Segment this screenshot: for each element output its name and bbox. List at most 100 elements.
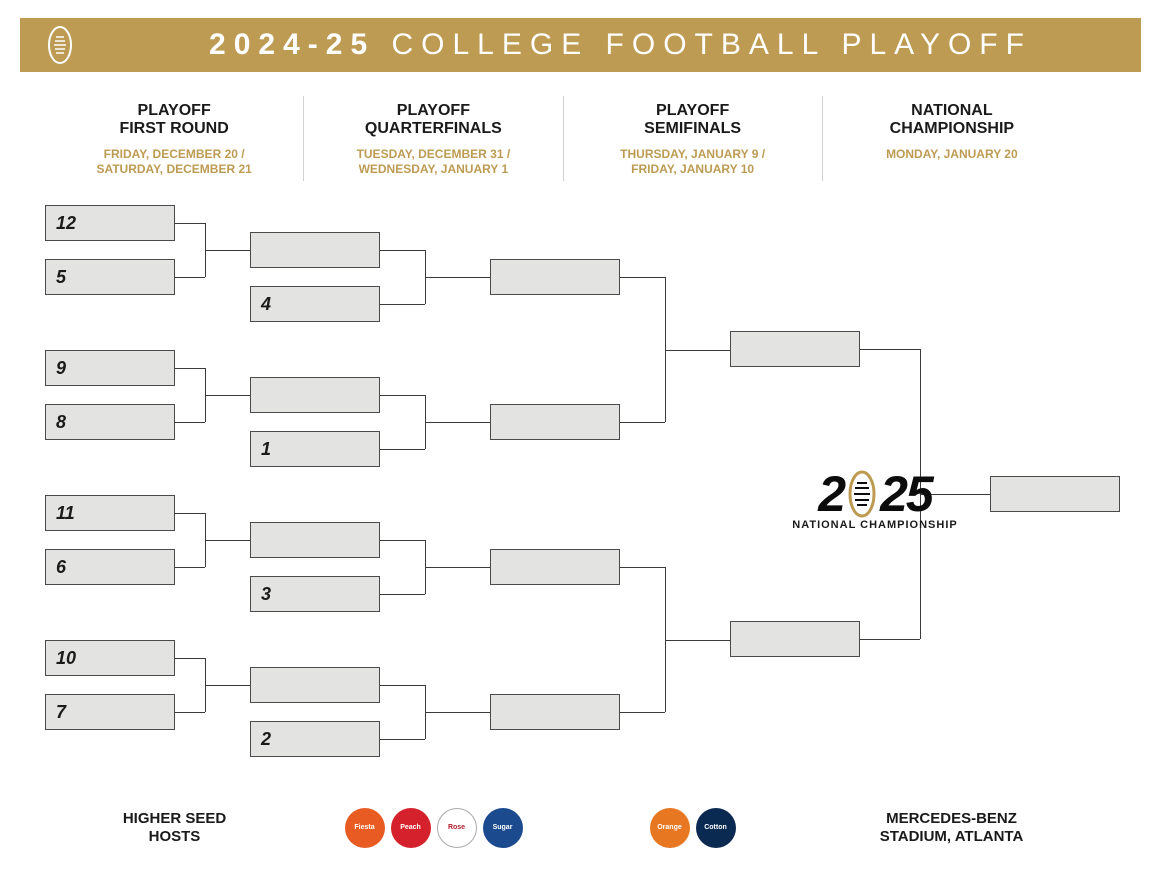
bowl-orange-icon: Orange [650, 808, 690, 848]
round-date-l1: THURSDAY, JANUARY 9 / [620, 147, 765, 161]
round-name-l1: PLAYOFF [397, 102, 470, 119]
connector [620, 712, 665, 713]
round-semi: PLAYOFFSEMIFINALS THURSDAY, JANUARY 9 /F… [563, 96, 822, 181]
connector [620, 277, 665, 278]
round-name-l2: SEMIFINALS [644, 120, 741, 137]
r2-g1-top [250, 232, 380, 268]
connector [175, 658, 205, 659]
r1-g2-top: 9 [45, 350, 175, 386]
round-date-l2: FRIDAY, JANUARY 10 [631, 162, 754, 176]
connector [425, 712, 490, 713]
bowl-cotton-icon: Cotton [696, 808, 736, 848]
footer-l1: HIGHER SEED [123, 810, 226, 827]
bowl-fiesta-icon: Fiesta [345, 808, 385, 848]
cfp-logo-icon [20, 25, 100, 65]
footer-l2: STADIUM, ATLANTA [880, 828, 1024, 845]
r4-bot [730, 621, 860, 657]
connector [175, 422, 205, 423]
round-headers: PLAYOFFFIRST ROUND FRIDAY, DECEMBER 20 /… [45, 96, 1081, 181]
championship-year: 2 25 [780, 465, 970, 523]
connector [380, 395, 425, 396]
r3-g2-top [490, 549, 620, 585]
r1-g1-top: 12 [45, 205, 175, 241]
connector [175, 513, 205, 514]
connector [380, 250, 425, 251]
r3-g1-top [490, 259, 620, 295]
connector [205, 250, 250, 251]
footer-l1: MERCEDES-BENZ [886, 810, 1017, 827]
round-name-l2: CHAMPIONSHIP [890, 120, 1014, 137]
r3-g1-bot [490, 404, 620, 440]
connector [620, 567, 665, 568]
round-first: PLAYOFFFIRST ROUND FRIDAY, DECEMBER 20 /… [45, 96, 303, 181]
champion-slot [990, 476, 1120, 512]
round-champ: NATIONALCHAMPIONSHIP MONDAY, JANUARY 20 [822, 96, 1081, 181]
bowl-peach-icon: Peach [391, 808, 431, 848]
connector [425, 277, 490, 278]
footer-quarterfinal-bowls: FiestaPeachRoseSugar [304, 800, 563, 855]
r2-g3-top [250, 522, 380, 558]
connector [665, 350, 730, 351]
header-label: COLLEGE FOOTBALL PLAYOFF [375, 28, 1032, 61]
round-date-l2: SATURDAY, DECEMBER 21 [96, 162, 251, 176]
round-name-l1: PLAYOFF [138, 102, 211, 119]
connector [205, 685, 250, 686]
year-2: 2 [818, 465, 844, 523]
bowl-sugar-icon: Sugar [483, 808, 523, 848]
r1-g4-bot: 7 [45, 694, 175, 730]
connector [380, 449, 425, 450]
connector [175, 223, 205, 224]
year-25: 25 [880, 465, 932, 523]
r2-g2-top [250, 377, 380, 413]
connector [205, 395, 250, 396]
r4-top [730, 331, 860, 367]
round-date-l1: FRIDAY, DECEMBER 20 / [104, 147, 245, 161]
footer-l2: HOSTS [149, 828, 201, 845]
round-date-l2: WEDNESDAY, JANUARY 1 [359, 162, 509, 176]
connector [380, 739, 425, 740]
connector [380, 685, 425, 686]
footer-semifinal-bowls: OrangeCotton [563, 800, 822, 855]
connector [175, 567, 205, 568]
connector [860, 349, 920, 350]
connector [425, 422, 490, 423]
connector [175, 712, 205, 713]
r1-g3-top: 11 [45, 495, 175, 531]
connector [205, 540, 250, 541]
connector [860, 639, 920, 640]
connector [620, 422, 665, 423]
r2-g3-bot: 3 [250, 576, 380, 612]
round-name-l1: NATIONAL [911, 102, 992, 119]
header-title: 2024-25 COLLEGE FOOTBALL PLAYOFF [100, 28, 1141, 62]
round-name-l2: FIRST ROUND [119, 120, 228, 137]
header-bar: 2024-25 COLLEGE FOOTBALL PLAYOFF [20, 18, 1141, 72]
round-date-l1: TUESDAY, DECEMBER 31 / [357, 147, 511, 161]
connector [380, 594, 425, 595]
footer-first-round: HIGHER SEEDHOSTS [45, 800, 304, 855]
bowl-rose-icon: Rose [437, 808, 477, 848]
r2-g4-top [250, 667, 380, 703]
round-date-l1: MONDAY, JANUARY 20 [886, 147, 1018, 161]
championship-logo: 2 25 NATIONAL CHAMPIONSHIP [780, 465, 970, 531]
r1-g3-bot: 6 [45, 549, 175, 585]
r1-g4-top: 10 [45, 640, 175, 676]
r2-g2-bot: 1 [250, 431, 380, 467]
connector [175, 368, 205, 369]
r3-g2-bot [490, 694, 620, 730]
header-season: 2024-25 [209, 28, 375, 61]
connector [665, 640, 730, 641]
r2-g1-bot: 4 [250, 286, 380, 322]
footer-championship-venue: MERCEDES-BENZSTADIUM, ATLANTA [822, 800, 1081, 855]
championship-subtitle: NATIONAL CHAMPIONSHIP [780, 519, 970, 531]
r1-g1-bot: 5 [45, 259, 175, 295]
round-quarter: PLAYOFFQUARTERFINALS TUESDAY, DECEMBER 3… [303, 96, 562, 181]
round-name-l2: QUARTERFINALS [365, 120, 502, 137]
connector [380, 540, 425, 541]
connector [425, 567, 490, 568]
footer: HIGHER SEEDHOSTS FiestaPeachRoseSugar Or… [45, 800, 1081, 855]
connector [380, 304, 425, 305]
r1-g2-bot: 8 [45, 404, 175, 440]
round-name-l1: PLAYOFF [656, 102, 729, 119]
r2-g4-bot: 2 [250, 721, 380, 757]
connector [175, 277, 205, 278]
